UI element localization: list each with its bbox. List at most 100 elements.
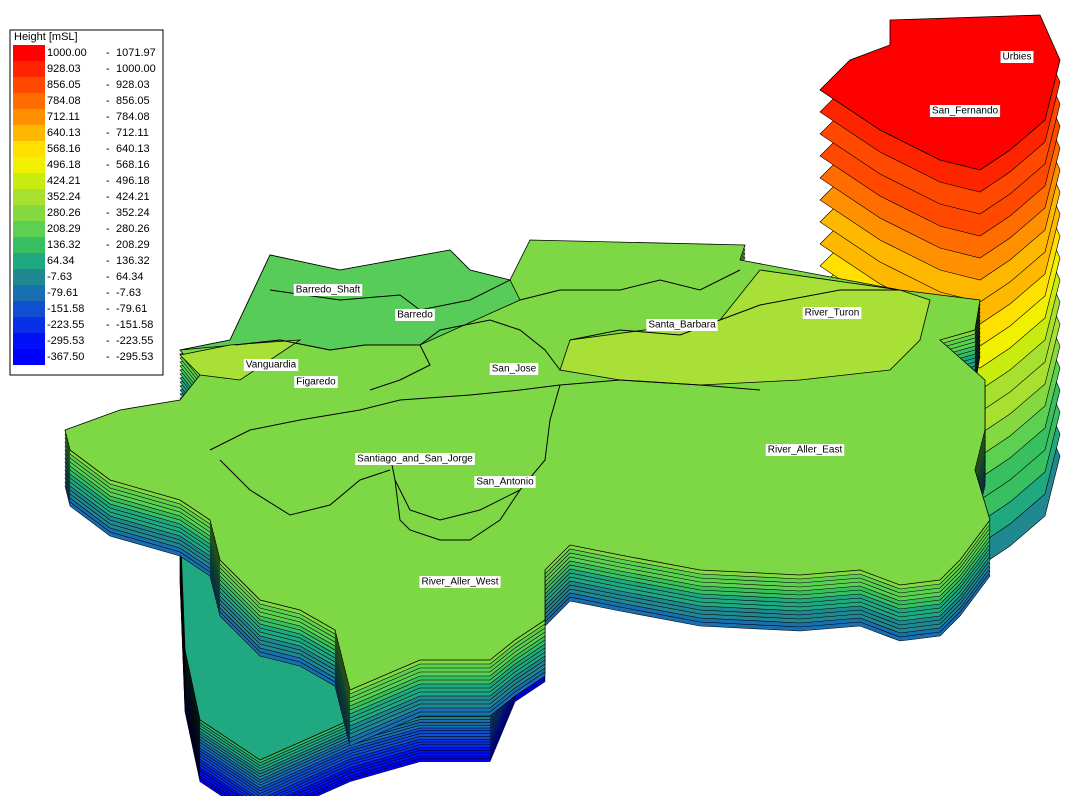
region-label: Figaredo xyxy=(294,376,338,388)
region-label-text: River_Aller_East xyxy=(768,445,843,456)
region-label-text: Figaredo xyxy=(296,377,336,388)
region-label-bg xyxy=(1000,51,1034,63)
legend-swatch xyxy=(13,93,45,109)
region-label-bg xyxy=(802,307,862,319)
border xyxy=(569,289,900,341)
legend-min: 712.11 xyxy=(47,111,80,123)
region-label: San_Jose xyxy=(489,363,539,375)
border xyxy=(219,459,391,516)
legend-separator: - xyxy=(106,111,110,123)
legend-min: -295.53 xyxy=(47,335,84,347)
region-label-bg xyxy=(294,376,338,388)
legend-max: 64.34 xyxy=(116,271,144,283)
legend-swatch xyxy=(13,141,45,157)
legend-min: 568.16 xyxy=(47,143,81,155)
legend-min: 352.24 xyxy=(47,191,81,203)
legend-separator: - xyxy=(106,79,110,91)
region-label: Urbies xyxy=(1000,51,1034,63)
legend-swatch xyxy=(13,45,45,61)
legend-swatch xyxy=(13,253,45,269)
border xyxy=(519,269,741,301)
region-label-text: Santiago_and_San_Jorge xyxy=(357,454,473,465)
region-label-bg xyxy=(355,453,475,465)
legend-separator: - xyxy=(106,319,110,331)
region-label-bg xyxy=(293,284,363,296)
region-borders xyxy=(209,269,900,541)
legend-max: 856.05 xyxy=(116,95,150,107)
region-label-text: San_Antonio xyxy=(476,477,534,488)
legend-min: 640.13 xyxy=(47,127,81,139)
legend-separator: - xyxy=(106,159,110,171)
region-label: San_Antonio xyxy=(474,476,536,488)
legend-min: 208.29 xyxy=(47,223,81,235)
legend-max: 568.16 xyxy=(116,159,150,171)
region-label: San_Fernando xyxy=(929,105,1001,117)
legend-swatch xyxy=(13,237,45,253)
legend-swatch xyxy=(13,173,45,189)
legend-separator: - xyxy=(106,335,110,347)
region-label-bg xyxy=(243,359,299,371)
region-label: Vanguardia xyxy=(243,359,299,371)
legend-max: 784.08 xyxy=(116,111,150,123)
legend-max: -151.58 xyxy=(116,319,153,331)
legend-min: -7.63 xyxy=(47,271,72,283)
legend-min: 64.34 xyxy=(47,255,75,267)
legend-max: 1000.00 xyxy=(116,63,156,75)
terrain-top xyxy=(819,14,1061,171)
legend-swatch xyxy=(13,349,45,365)
region-label-text: Barredo xyxy=(397,310,433,321)
legend-max: 208.29 xyxy=(116,239,150,251)
border xyxy=(234,319,561,371)
region-label-text: Barredo_Shaft xyxy=(296,285,361,296)
legend-swatch xyxy=(13,157,45,173)
legend-max: 640.13 xyxy=(116,143,150,155)
region-label: Barredo_Shaft xyxy=(293,284,363,296)
region-label-bg xyxy=(765,444,845,456)
legend-max: 496.18 xyxy=(116,175,150,187)
region-label-bg xyxy=(929,105,1001,117)
region-label: River_Aller_East xyxy=(765,444,845,456)
legend-max: 424.21 xyxy=(116,191,150,203)
legend-min: 496.18 xyxy=(47,159,81,171)
legend-max: 136.32 xyxy=(116,255,150,267)
legend-max: 928.03 xyxy=(116,79,150,91)
legend-separator: - xyxy=(106,207,110,219)
legend-swatch xyxy=(13,109,45,125)
legend-max: -7.63 xyxy=(116,287,141,299)
legend-max: -295.53 xyxy=(116,351,153,363)
legend-min: 928.03 xyxy=(47,63,81,75)
legend-min: -223.55 xyxy=(47,319,84,331)
legend-min: 784.08 xyxy=(47,95,81,107)
border xyxy=(394,479,521,541)
legend-min: -151.58 xyxy=(47,303,84,315)
legend-swatch xyxy=(13,61,45,77)
legend-separator: - xyxy=(106,271,110,283)
region-label: Santa_Barbara xyxy=(646,319,718,331)
legend: Height [mSL] 1000.00-1071.97928.03-1000.… xyxy=(9,29,164,376)
border xyxy=(269,279,511,311)
legend-min: 136.32 xyxy=(47,239,81,251)
legend-swatch xyxy=(13,285,45,301)
region-label-text: Urbies xyxy=(1003,52,1032,63)
legend-min: -367.50 xyxy=(47,351,84,363)
region-label-text: Vanguardia xyxy=(246,360,297,371)
legend-separator: - xyxy=(106,351,110,363)
legend-min: 280.26 xyxy=(47,207,81,219)
legend-min: 856.05 xyxy=(47,79,81,91)
legend-min: -79.61 xyxy=(47,287,78,299)
region-label-bg xyxy=(474,476,536,488)
region-label-text: San_Fernando xyxy=(932,106,999,117)
legend-swatch xyxy=(13,301,45,317)
border xyxy=(209,379,761,451)
legend-min: 1000.00 xyxy=(47,47,87,59)
legend-separator: - xyxy=(106,47,110,59)
legend-max: -223.55 xyxy=(116,335,153,347)
legend-separator: - xyxy=(106,239,110,251)
legend-separator: - xyxy=(106,127,110,139)
legend-max: -79.61 xyxy=(116,303,147,315)
region-label: River_Turon xyxy=(802,307,862,319)
legend-swatch xyxy=(13,77,45,93)
legend-separator: - xyxy=(106,63,110,75)
legend-separator: - xyxy=(106,191,110,203)
